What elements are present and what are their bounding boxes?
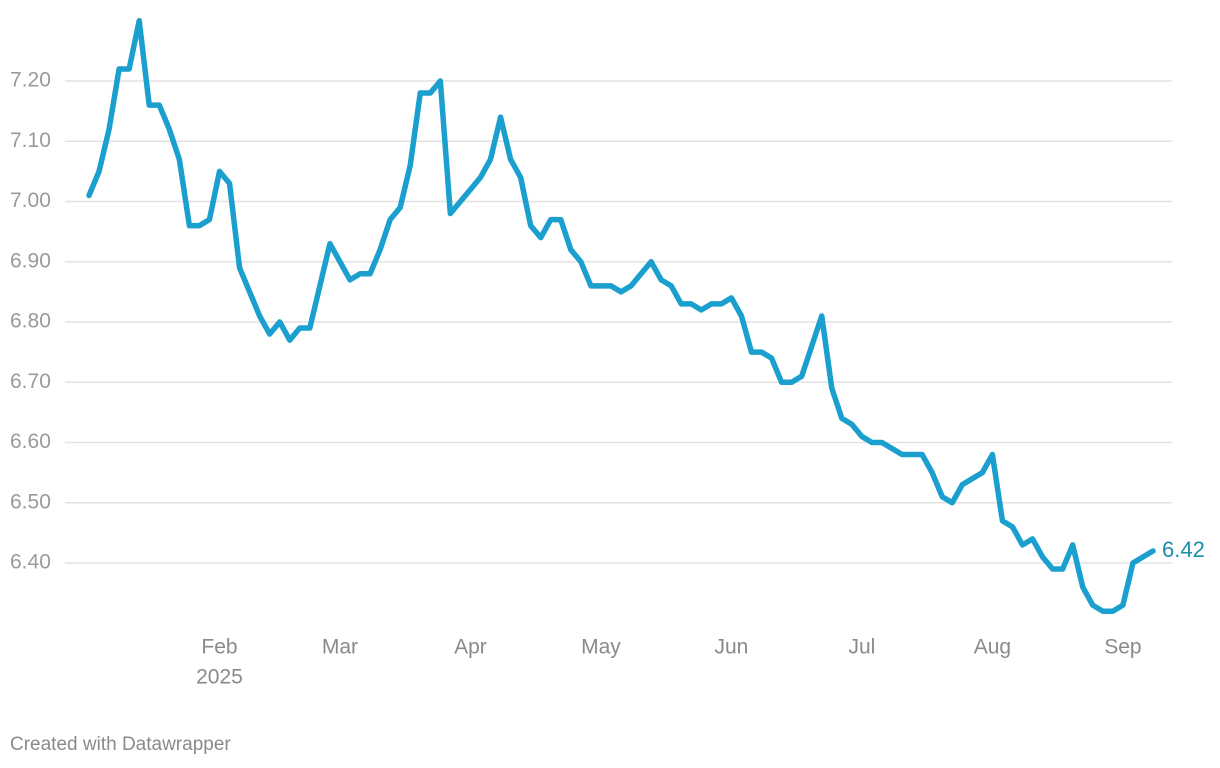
- x-tick-label: Aug: [974, 636, 1011, 659]
- x-tick-label: Apr: [454, 636, 487, 659]
- x-tick-label: Jul: [848, 636, 875, 659]
- y-tick-label: 6.90: [10, 249, 51, 272]
- x-year-label: 2025: [196, 666, 243, 689]
- y-tick-label: 6.70: [10, 370, 51, 393]
- end-value-label: 6.42: [1162, 537, 1205, 562]
- y-tick-label: 6.60: [10, 430, 51, 453]
- x-tick-label: Sep: [1104, 636, 1141, 659]
- x-tick-label: Feb: [201, 636, 237, 659]
- y-tick-label: 7.10: [10, 129, 51, 152]
- y-tick-label: 6.50: [10, 490, 51, 513]
- y-tick-label: 6.80: [10, 310, 51, 333]
- y-tick-label: 6.40: [10, 551, 51, 574]
- y-tick-label: 7.00: [10, 189, 51, 212]
- x-tick-label: May: [581, 636, 621, 659]
- x-tick-label: Jun: [714, 636, 748, 659]
- x-tick-label: Mar: [322, 636, 358, 659]
- line: [86, 18, 1156, 614]
- credit: Created with Datawrapper: [10, 734, 231, 755]
- y-tick-label: 7.20: [10, 69, 51, 92]
